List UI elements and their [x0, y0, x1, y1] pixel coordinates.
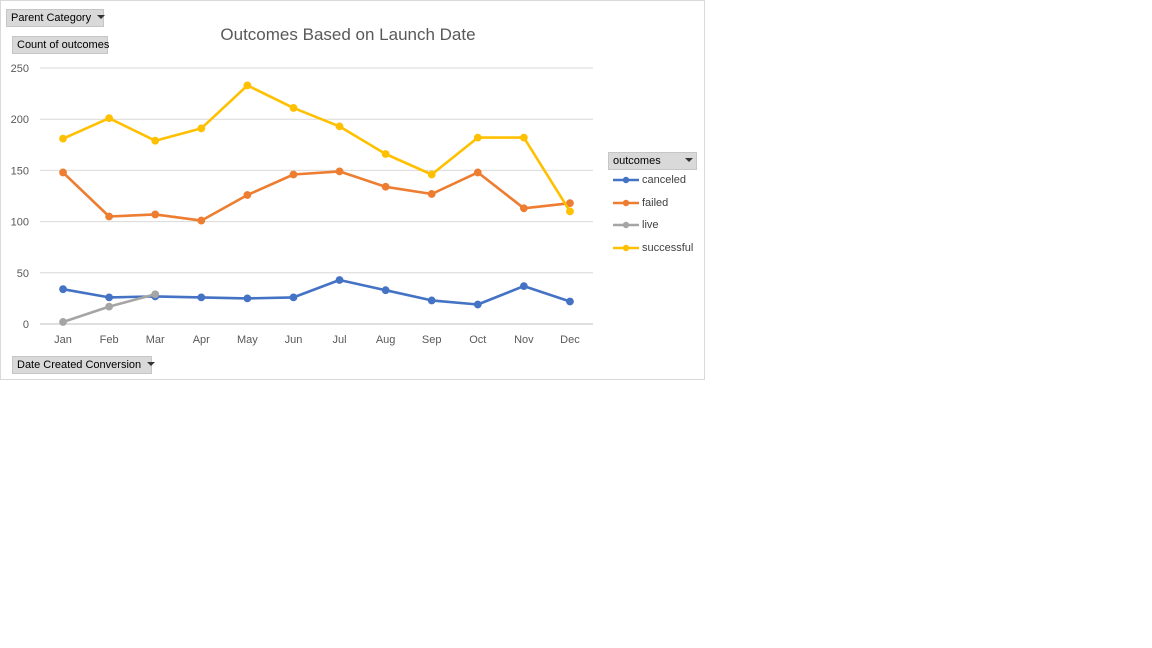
date-created-conversion-filter-button[interactable]: Date Created Conversion: [12, 356, 156, 374]
data-point-canceled: [335, 276, 344, 284]
data-point-successful: [105, 114, 114, 123]
y-tick-label: 100: [11, 217, 29, 229]
data-point-successful: [289, 104, 298, 112]
data-point-canceled: [473, 300, 482, 309]
x-tick-label: Jul: [333, 334, 347, 346]
x-tick-label: Feb: [100, 334, 119, 346]
data-point-successful: [566, 207, 574, 216]
x-tick-label: Sep: [422, 334, 442, 346]
x-tick-label: Jun: [285, 334, 303, 346]
data-point-canceled: [105, 293, 114, 302]
data-point-failed: [105, 212, 114, 221]
data-point-failed: [427, 190, 436, 198]
legend-item-failed: failed: [612, 194, 702, 217]
data-point-successful: [519, 133, 528, 142]
data-point-live: [151, 290, 160, 299]
x-tick-label: Mar: [146, 334, 165, 346]
parent-category-label: Parent Category: [11, 12, 92, 24]
y-tick-label: 50: [17, 268, 29, 280]
data-point-failed: [473, 168, 482, 177]
data-point-failed: [151, 210, 160, 219]
data-point-successful: [243, 81, 252, 90]
data-point-live: [59, 318, 67, 326]
series-line-failed: [61, 170, 572, 222]
outcomes-legend-filter-button[interactable]: outcomes: [608, 152, 697, 170]
data-point-failed: [566, 199, 574, 208]
series-line-canceled: [61, 278, 572, 306]
x-tick-label: Oct: [469, 334, 486, 346]
count-of-outcomes-field-button[interactable]: Count of outcomes: [12, 36, 110, 54]
data-point-canceled: [59, 285, 67, 294]
data-point-live: [105, 302, 114, 311]
legend-label-canceled: canceled: [642, 174, 687, 186]
x-tick-label: May: [237, 334, 258, 346]
x-tick-label: Dec: [560, 334, 580, 346]
data-point-failed: [519, 204, 528, 213]
x-tick-label: Aug: [376, 334, 396, 346]
data-point-canceled: [566, 297, 574, 306]
date-created-conversion-label: Date Created Conversion: [17, 359, 142, 371]
data-point-successful: [197, 124, 206, 133]
chart-legend: canceled failed live successful: [612, 171, 702, 261]
data-point-successful: [335, 122, 344, 131]
data-point-canceled: [243, 294, 252, 303]
data-point-successful: [151, 136, 160, 145]
data-point-successful: [381, 150, 390, 158]
data-point-canceled: [381, 286, 390, 295]
plot-area: 0 50 100 150 200 250 Jan Feb Mar Apr May Jun Jul Aug S…: [11, 63, 593, 346]
legend-swatch-live: [613, 221, 639, 229]
y-tick-label: 200: [11, 114, 29, 126]
data-point-canceled: [427, 296, 436, 305]
x-tick-label: Apr: [193, 334, 210, 346]
x-tick-label: Nov: [514, 334, 534, 346]
y-tick-label: 150: [11, 165, 29, 177]
count-of-outcomes-label: Count of outcomes: [17, 39, 110, 51]
data-point-failed: [59, 168, 67, 177]
y-tick-label: 0: [23, 319, 29, 331]
legend-label-live: live: [642, 219, 659, 231]
parent-category-filter-button[interactable]: Parent Category: [6, 9, 106, 27]
legend-swatch-canceled: [613, 176, 639, 184]
x-tick-label: Jan: [54, 334, 72, 346]
dropdown-arrow-icon: [147, 362, 156, 367]
series-line-successful: [61, 84, 572, 213]
legend-swatch-successful: [613, 244, 639, 251]
data-point-successful: [427, 170, 436, 179]
chart-title: Outcomes Based on Launch Date: [220, 25, 476, 44]
pivot-chart[interactable]: Parent Category Count of outcomes Outcom…: [0, 0, 705, 380]
data-point-failed: [289, 170, 298, 179]
legend-item-live: live: [612, 216, 702, 239]
legend-swatch-failed: [613, 199, 639, 206]
legend-label-failed: failed: [642, 196, 669, 209]
data-point-failed: [381, 182, 390, 191]
y-tick-label: 250: [11, 63, 29, 75]
data-point-canceled: [519, 282, 528, 291]
data-point-canceled: [197, 293, 206, 302]
legend-item-successful: successful: [612, 239, 702, 262]
legend-label-successful: successful: [642, 241, 694, 254]
dropdown-arrow-icon: [684, 158, 693, 163]
data-point-failed: [243, 191, 252, 199]
legend-item-canceled: canceled: [612, 171, 702, 194]
data-point-successful: [473, 133, 482, 142]
outcomes-label: outcomes: [613, 155, 661, 167]
data-point-failed: [335, 167, 344, 176]
data-point-failed: [197, 216, 206, 225]
dropdown-arrow-icon: [97, 15, 106, 20]
data-point-successful: [59, 134, 67, 143]
data-point-canceled: [289, 293, 298, 302]
